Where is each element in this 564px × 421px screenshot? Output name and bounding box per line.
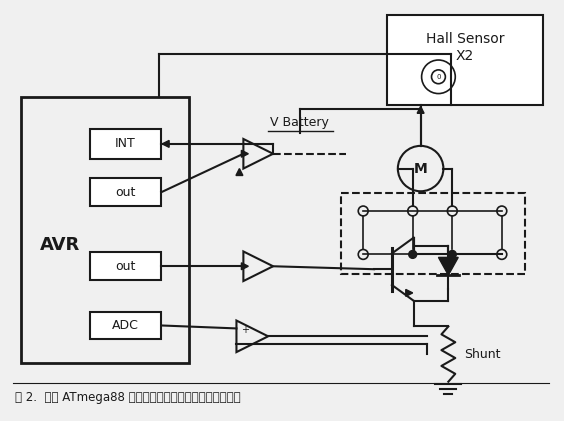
Bar (21, 96, 189, 363)
Text: 图 2.  通过 ATmega88 控制的带有防夹特征的车窗提升系统: 图 2. 通过 ATmega88 控制的带有防夹特征的车窗提升系统 (15, 391, 240, 404)
Text: INT: INT (115, 137, 136, 150)
Text: Shunt: Shunt (464, 348, 501, 360)
Polygon shape (241, 150, 248, 157)
Bar (90, 312, 161, 339)
Bar (90, 129, 161, 159)
Text: out: out (116, 186, 136, 199)
Circle shape (409, 250, 417, 258)
Text: ADC: ADC (112, 319, 139, 332)
Text: -: - (241, 338, 246, 351)
Text: AVR: AVR (41, 235, 81, 253)
Polygon shape (236, 168, 243, 176)
Polygon shape (417, 107, 424, 113)
Text: M: M (414, 162, 428, 176)
Text: out: out (116, 260, 136, 273)
Circle shape (448, 250, 456, 258)
Text: 0: 0 (436, 74, 440, 80)
Bar (387, 15, 543, 105)
Text: Hall Sensor
X2: Hall Sensor X2 (426, 32, 504, 63)
Polygon shape (438, 257, 458, 275)
Polygon shape (406, 290, 413, 296)
Text: +: + (241, 325, 249, 336)
Text: V Battery: V Battery (270, 116, 329, 129)
Polygon shape (241, 263, 248, 270)
Bar (90, 253, 161, 280)
Polygon shape (162, 141, 169, 147)
Bar (341, 193, 525, 274)
Bar (90, 179, 161, 206)
